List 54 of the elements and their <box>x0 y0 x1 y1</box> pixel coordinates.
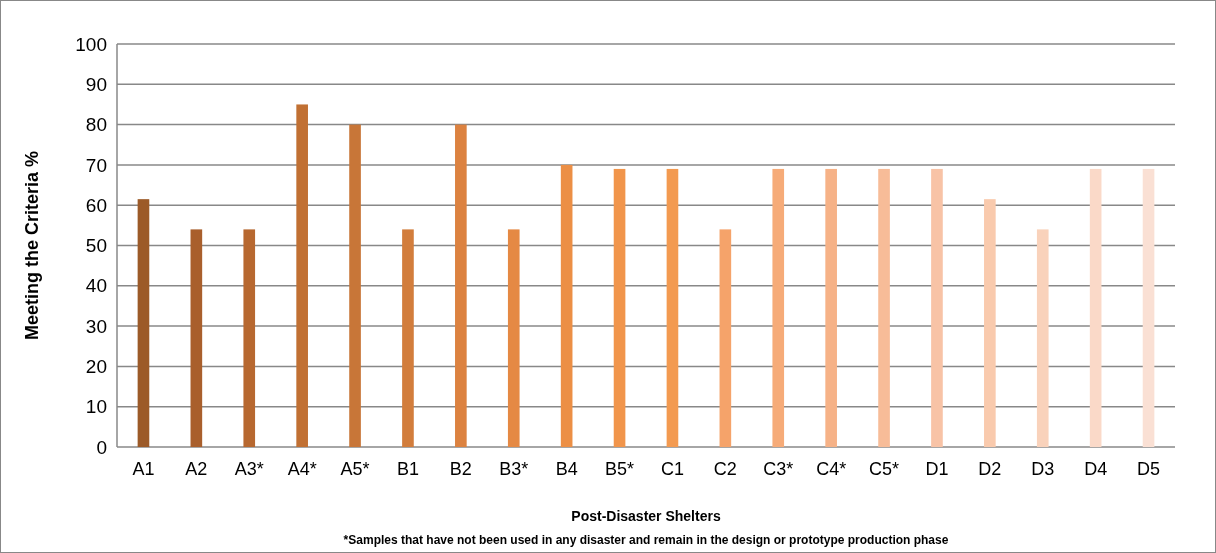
x-tick-label: D5 <box>1137 459 1161 479</box>
x-tick-label: C3* <box>763 459 794 479</box>
y-tick-label: 70 <box>85 154 107 176</box>
x-tick-label: D3 <box>1031 459 1055 479</box>
bar <box>243 229 256 447</box>
y-axis-title: Meeting the Criteria % <box>22 150 42 341</box>
x-tick-label: A5* <box>340 459 370 479</box>
y-tick-label: 40 <box>85 275 107 297</box>
bar <box>719 229 732 447</box>
x-tick-label: C5* <box>869 459 900 479</box>
x-tick-label: B1 <box>396 459 419 479</box>
bar <box>560 164 573 447</box>
y-tick-label: 60 <box>85 194 107 216</box>
y-tick-label: 80 <box>85 114 107 136</box>
y-tick-label: 20 <box>85 356 107 378</box>
x-tick-label: D2 <box>978 459 1002 479</box>
bar <box>825 168 837 447</box>
bar <box>349 124 361 447</box>
bar <box>613 168 626 447</box>
bar <box>772 168 785 447</box>
x-tick-label: B5* <box>605 459 635 479</box>
bar <box>984 199 996 447</box>
x-tick-label: C1 <box>660 459 684 479</box>
bar <box>931 168 943 447</box>
bar <box>137 199 150 447</box>
bar <box>1142 168 1155 447</box>
x-tick-label: D1 <box>925 459 949 479</box>
bar <box>296 104 308 447</box>
bar <box>507 229 520 447</box>
x-tick-label: C4* <box>816 459 847 479</box>
x-tick-label: A4* <box>287 459 317 479</box>
y-tick-label: 30 <box>85 315 107 337</box>
y-tick-label: 50 <box>85 235 107 257</box>
bar <box>1036 229 1049 447</box>
x-tick-label: A2 <box>185 459 208 479</box>
bar <box>666 168 679 447</box>
bar <box>402 229 414 447</box>
y-tick-label: 100 <box>75 33 107 55</box>
y-tick-label: 90 <box>85 73 107 95</box>
x-tick-label: A3* <box>234 459 264 479</box>
bar <box>190 229 203 447</box>
x-axis-title: Post-Disaster Shelters <box>571 508 721 524</box>
x-tick-label: D4 <box>1084 459 1108 479</box>
x-tick-label: A1 <box>132 459 155 479</box>
bar <box>878 168 890 447</box>
x-tick-label: C2 <box>713 459 737 479</box>
x-tick-label: B2 <box>449 459 472 479</box>
bar <box>455 124 467 447</box>
bar <box>1089 168 1102 447</box>
y-tick-label: 0 <box>96 436 107 458</box>
x-tick-label: B3* <box>499 459 529 479</box>
y-tick-label: 10 <box>85 396 107 418</box>
text: *Samples that have not been used in any disaster and remain in the design or prototype production phase <box>343 533 949 547</box>
x-tick-label: B4 <box>555 459 578 479</box>
